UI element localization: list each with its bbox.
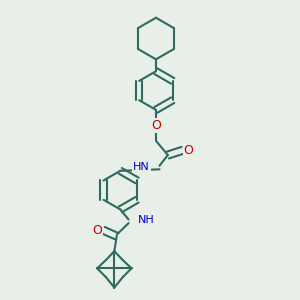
Text: O: O xyxy=(184,144,194,157)
Text: O: O xyxy=(92,224,102,237)
Text: O: O xyxy=(151,119,161,132)
Text: HN: HN xyxy=(133,162,150,172)
Text: NH: NH xyxy=(137,215,154,225)
